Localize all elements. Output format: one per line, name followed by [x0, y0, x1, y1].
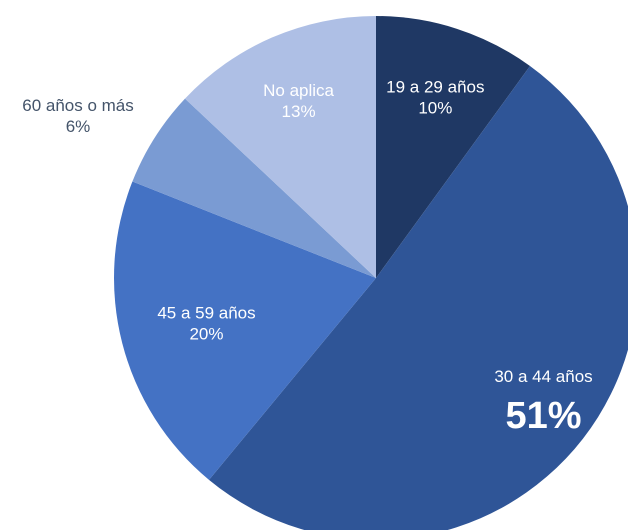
slice-percent-label: 20% — [189, 325, 223, 344]
slice-percent-label: 10% — [418, 98, 452, 117]
pie-slice-19-a-29-anos — [376, 16, 530, 278]
slice-category-label: 60 años o más — [22, 96, 134, 115]
slice-percent-label: 6% — [66, 117, 91, 136]
slice-percent-label: 13% — [282, 102, 316, 121]
pie-slice-30-a-44-anos — [208, 66, 628, 530]
pie-slice-60-anos-o-mas — [132, 98, 376, 279]
pie-slice-45-a-59-anos — [114, 181, 376, 480]
slice-category-label: 45 a 59 años — [157, 304, 255, 323]
slice-category-label: No aplica — [263, 81, 334, 100]
slice-percent-label: 51% — [505, 395, 581, 437]
pie-slice-no-aplica — [185, 16, 376, 278]
slice-category-label: 30 a 44 años — [494, 367, 592, 386]
pie-slices — [114, 16, 628, 530]
pie-labels: 19 a 29 años 10% 30 a 44 años 51% 45 a 59 añ… — [22, 77, 592, 437]
slice-category-label: 19 a 29 años — [386, 77, 484, 96]
